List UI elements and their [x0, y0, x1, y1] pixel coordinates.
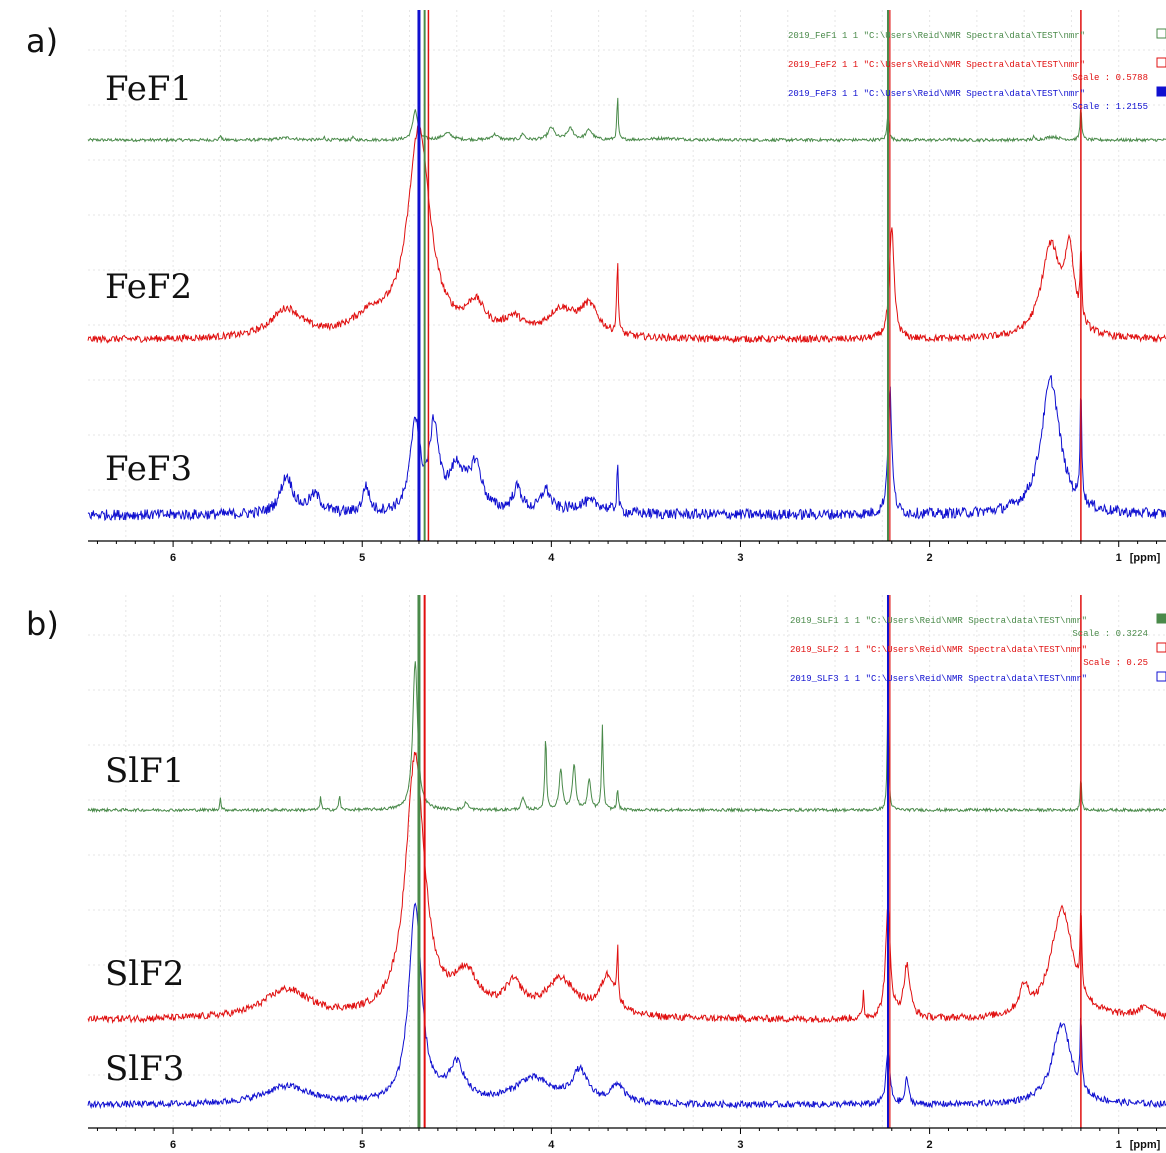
x-tick-label: 5 [359, 1139, 365, 1151]
x-tick-label: 2 [927, 1139, 933, 1151]
panel-letter-a: a) [26, 22, 59, 60]
legend-scale-FeF2: Scale : 0.5788 [1072, 73, 1148, 83]
x-tick-label: 5 [359, 552, 365, 564]
spectrum-SlF3 [87, 902, 1166, 1110]
legend-entry-SlF1: 2019_SLF1 1 1 "C:\Users\Reid\NMR Spectra… [790, 616, 1087, 626]
x-unit-label: [ppm] [1130, 552, 1161, 564]
x-tick-label: 4 [548, 552, 555, 564]
legend-swatch [1156, 28, 1166, 39]
sample-label-SlF2: SlF2 [105, 954, 184, 994]
spectrum-FeF3 [87, 375, 1166, 522]
legend-scale-SlF2: Scale : 0.25 [1083, 658, 1148, 668]
legend-scale-SlF1: Scale : 0.3224 [1072, 629, 1148, 639]
legend-entry-SlF3: 2019_SLF3 1 1 "C:\Users\Reid\NMR Spectra… [790, 674, 1087, 684]
sample-label-FeF1: FeF1 [105, 69, 192, 109]
x-tick-label: 3 [737, 1139, 743, 1151]
legend-swatch [1156, 57, 1166, 68]
legend-swatch [1156, 613, 1166, 624]
x-tick-label: 6 [170, 552, 176, 564]
legend-entry-FeF3: 2019_FeF3 1 1 "C:\Users\Reid\NMR Spectra… [788, 89, 1085, 99]
x-unit-label: [ppm] [1130, 1139, 1161, 1151]
grid [88, 10, 1166, 541]
panel-b: 6 5 4 3 2 1 [ppm] SlF1 SlF2 SlF3 2019_SLF1 1 1 "C:… [0, 585, 1166, 1153]
legend-swatch [1156, 86, 1166, 97]
spectrum-SlF2 [87, 751, 1166, 1024]
legend-entry-FeF1: 2019_FeF1 1 1 "C:\Users\Reid\NMR Spectra… [788, 31, 1085, 41]
spectrum-FeF1 [87, 97, 1166, 143]
legend-entry-FeF2: 2019_FeF2 1 1 "C:\Users\Reid\NMR Spectra… [788, 60, 1085, 70]
x-tick-label: 1 [1116, 1139, 1122, 1151]
legend-swatch [1156, 671, 1166, 682]
x-tick-label: 3 [737, 552, 743, 564]
spectrum-FeF2 [87, 122, 1166, 344]
sample-label-FeF3: FeF3 [105, 449, 192, 489]
nmr-plot-b: 6 5 4 3 2 1 [ppm] SlF1 SlF2 SlF3 2019_SLF1 1 1 "C:… [87, 595, 1166, 1151]
legend-scale-FeF3: Scale : 1.2155 [1072, 102, 1148, 112]
sample-label-SlF1: SlF1 [105, 751, 184, 791]
x-tick-label: 4 [548, 1139, 555, 1151]
panel-letter-b: b) [26, 605, 59, 643]
nmr-plot-a: 6 5 4 3 2 1 [ppm] FeF1 FeF2 FeF3 2019_FeF1 1 1 "C:… [87, 10, 1166, 564]
spectrum-SlF1 [87, 660, 1166, 814]
legend-entry-SlF2: 2019_SLF2 1 1 "C:\Users\Reid\NMR Spectra… [790, 645, 1087, 655]
sample-label-FeF2: FeF2 [105, 267, 192, 307]
x-tick-label: 2 [927, 552, 933, 564]
x-tick-label: 6 [170, 1139, 176, 1151]
panel-a: 6 5 4 3 2 1 [ppm] FeF1 FeF2 FeF3 2019_FeF1 1 1 "C:… [0, 0, 1166, 570]
sample-label-SlF3: SlF3 [105, 1049, 184, 1089]
legend-swatch [1156, 642, 1166, 653]
grid [88, 595, 1166, 1128]
x-tick-label: 1 [1116, 552, 1122, 564]
